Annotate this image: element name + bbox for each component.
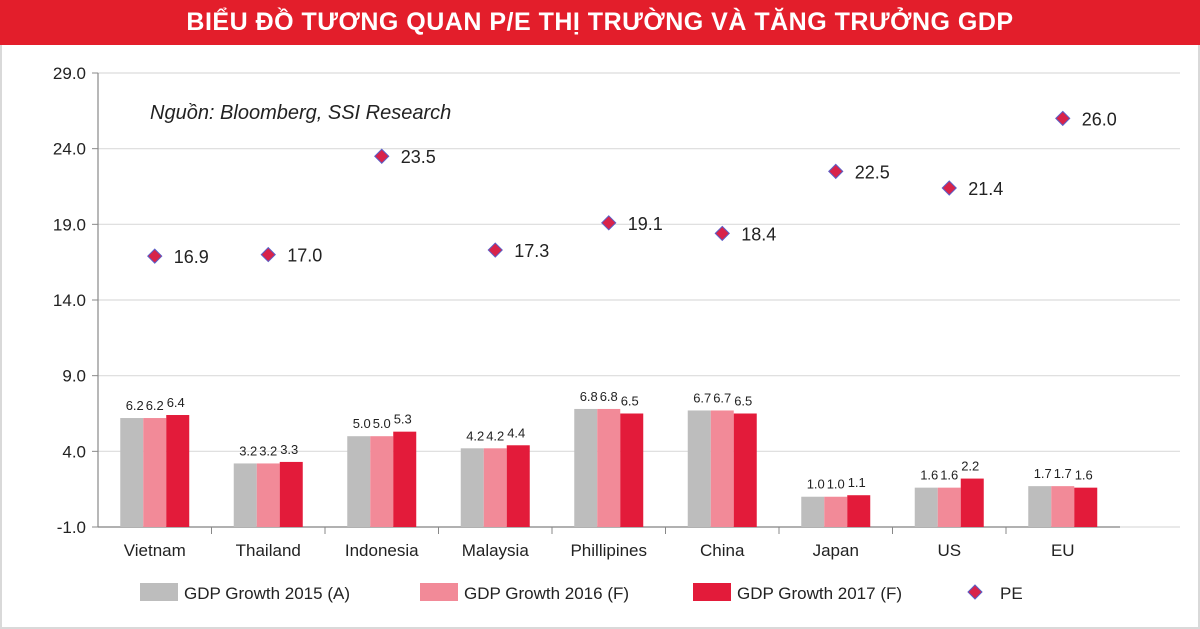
pe-data-label: 21.4 [968, 179, 1003, 199]
bar [937, 487, 961, 527]
pe-data-label: 16.9 [174, 247, 209, 267]
y-tick-label: 14.0 [53, 291, 86, 310]
bar [393, 431, 417, 527]
bar [710, 410, 734, 527]
y-tick-label: 4.0 [62, 442, 86, 461]
x-tick-label: China [700, 541, 745, 560]
bar [166, 415, 190, 527]
bar [370, 436, 394, 527]
bar [914, 487, 938, 527]
legend-swatch [693, 583, 731, 601]
bar-data-label: 6.8 [580, 389, 598, 404]
bar [801, 496, 825, 527]
pe-marker [828, 163, 844, 180]
pe-data-label: 26.0 [1082, 109, 1117, 129]
bar-data-label: 4.4 [507, 425, 525, 440]
legend-swatch [140, 583, 178, 601]
bar [847, 495, 871, 527]
y-tick-label: -1.0 [57, 518, 86, 537]
x-tick-label: EU [1051, 541, 1075, 560]
bar-data-label: 3.2 [259, 443, 277, 458]
pe-marker [941, 180, 957, 196]
bar [279, 461, 303, 527]
bar-data-label: 1.6 [940, 468, 958, 483]
x-tick-label: US [937, 541, 961, 560]
bar [256, 463, 280, 527]
bar-data-label: 6.2 [146, 398, 164, 413]
x-tick-label: Thailand [236, 541, 301, 560]
bar-data-label: 3.2 [239, 443, 257, 458]
bar-data-label: 5.0 [373, 416, 391, 431]
bar-data-label: 6.4 [167, 395, 185, 410]
pe-marker [601, 215, 617, 231]
x-tick-label: Malaysia [462, 541, 530, 560]
bar [233, 463, 257, 527]
chart-title: BIỂU ĐỒ TƯƠNG QUAN P/E THỊ TRƯỜNG VÀ TĂN… [0, 0, 1200, 45]
pe-marker [374, 148, 390, 164]
bar [574, 408, 598, 527]
pe-data-label: 17.0 [287, 246, 322, 266]
bar [1028, 486, 1052, 527]
x-tick-label: Phillipines [570, 541, 647, 560]
bar-data-label: 6.5 [621, 394, 639, 409]
bar [483, 448, 507, 527]
legend-label: GDP Growth 2015 (A) [184, 584, 350, 603]
bar-data-label: 2.2 [961, 459, 979, 474]
pe-marker [260, 246, 276, 263]
bar-data-label: 1.7 [1054, 466, 1072, 481]
bar [733, 413, 757, 527]
bar [1074, 487, 1098, 527]
source-annotation: Nguồn: Bloomberg, SSI Research [150, 102, 451, 124]
bar-data-label: 1.0 [827, 477, 845, 492]
legend-label: GDP Growth 2017 (F) [737, 584, 902, 603]
legend-label: GDP Growth 2016 (F) [464, 584, 629, 603]
bar [620, 413, 644, 527]
bar-data-label: 4.2 [466, 428, 484, 443]
pe-data-label: 22.5 [855, 162, 890, 182]
bar [506, 445, 530, 527]
bar-data-label: 1.6 [920, 468, 938, 483]
bar-data-label: 5.3 [394, 412, 412, 427]
bar-data-label: 1.6 [1075, 468, 1093, 483]
bar [1051, 486, 1075, 527]
y-tick-label: 24.0 [53, 140, 86, 159]
pe-marker [714, 225, 730, 242]
bar-data-label: 6.8 [600, 389, 618, 404]
bar-data-label: 6.7 [713, 390, 731, 405]
pe-data-label: 17.3 [514, 241, 549, 261]
bar [824, 496, 848, 527]
x-tick-label: Vietnam [124, 541, 186, 560]
bar-data-label: 1.7 [1034, 466, 1052, 481]
pe-data-label: 23.5 [401, 147, 436, 167]
pe-marker [487, 242, 503, 258]
x-tick-label: Indonesia [345, 541, 419, 560]
bar [347, 436, 371, 527]
bar-data-label: 3.3 [280, 442, 298, 457]
legend-swatch [420, 583, 458, 601]
bar [460, 448, 484, 527]
bar [143, 418, 167, 527]
bar [960, 478, 984, 527]
bar-data-label: 6.5 [734, 394, 752, 409]
bar-data-label: 6.2 [126, 398, 144, 413]
x-tick-label: Japan [813, 541, 859, 560]
pe-data-label: 19.1 [628, 214, 663, 234]
legend-label: PE [1000, 584, 1023, 603]
bar-data-label: 4.2 [486, 428, 504, 443]
bar-data-label: 1.0 [807, 477, 825, 492]
y-tick-label: 29.0 [53, 64, 86, 83]
pe-marker [1055, 110, 1071, 127]
bar [120, 418, 144, 527]
bar [687, 410, 711, 527]
y-tick-label: 19.0 [53, 215, 86, 234]
bar-data-label: 6.7 [693, 390, 711, 405]
pe-marker [147, 248, 163, 264]
bar-data-label: 1.1 [848, 475, 866, 490]
y-tick-label: 9.0 [62, 367, 86, 386]
legend-marker [967, 584, 983, 600]
pe-data-label: 18.4 [741, 224, 776, 244]
bar-data-label: 5.0 [353, 416, 371, 431]
bar [597, 408, 621, 527]
